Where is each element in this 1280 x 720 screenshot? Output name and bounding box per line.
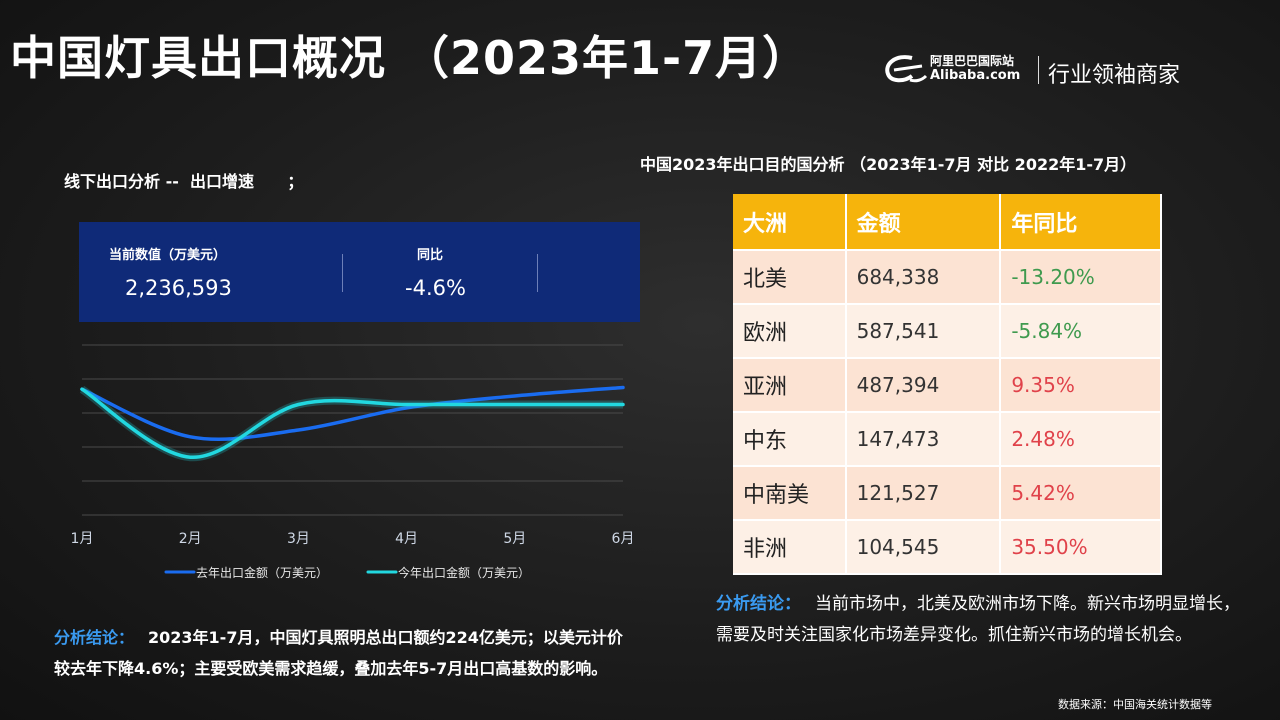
table-cell-yoy: -13.20%	[1000, 250, 1162, 305]
table-cell-amount: 121,527	[845, 466, 1002, 521]
logo-slogan: 行业领袖商家	[1048, 63, 1181, 88]
table-cell-yoy: -5.84%	[1000, 304, 1162, 359]
table-cell-amount: 684,338	[845, 250, 1002, 305]
right-conclusion-label: 分析结论：	[716, 594, 801, 614]
x-tick-label: 5月	[503, 531, 526, 547]
line-chart: 1月 2月 3月 4月 5月 6月 去年出口金额（万美元） 今年出口金额（万美元）	[71, 344, 635, 580]
right-conclusion: 分析结论： 当前市场中，北美及欧洲市场下降。新兴市场明显增长，需要及时关注国家化市…	[716, 589, 1246, 651]
table-cell-region: 欧洲	[733, 304, 847, 359]
x-tick-label: 6月	[612, 531, 635, 547]
table-header-row: 大洲 金额 年同比	[733, 194, 1162, 251]
data-source: 数据来源：中国海关统计数据等	[1058, 698, 1212, 711]
table-header-yoy: 年同比	[1000, 194, 1162, 251]
chart-legend: 去年出口金额（万美元） 今年出口金额（万美元）	[164, 565, 530, 580]
logo-cn: 阿里巴巴国际站	[930, 54, 1015, 68]
table-row: 欧洲 587,541 -5.84%	[733, 304, 1162, 359]
table-row: 中南美 121,527 5.42%	[733, 466, 1162, 521]
table-cell-region: 亚洲	[733, 358, 847, 413]
x-tick-label: 2月	[179, 531, 202, 547]
x-tick-label: 3月	[287, 531, 310, 547]
table-row: 亚洲 487,394 9.35%	[733, 358, 1162, 413]
legend-label: 今年出口金额（万美元）	[398, 565, 530, 580]
kpi-yoy-value: -4.6%	[405, 276, 466, 300]
table-cell-amount: 147,473	[845, 412, 1002, 467]
right-conclusion-text: 当前市场中，北美及欧洲市场下降。新兴市场明显增长，需要及时关注国家化市场差异变化…	[716, 594, 1240, 645]
table-cell-yoy: 35.50%	[1000, 520, 1162, 575]
kpi-yoy-label: 同比	[417, 248, 444, 263]
x-tick-label: 1月	[71, 531, 94, 547]
left-subtitle: 线下出口分析 -- 出口增速 ；	[64, 172, 304, 191]
chart-grid	[82, 344, 623, 516]
series-line-2	[80, 387, 625, 459]
table-header-region: 大洲	[733, 194, 847, 251]
table-cell-region: 北美	[733, 250, 847, 305]
table-cell-amount: 104,545	[845, 520, 1002, 575]
table-cell-amount: 487,394	[845, 358, 1002, 413]
kpi-box: 当前数值（万美元） 2,236,593 同比 -4.6%	[79, 222, 640, 322]
left-conclusion-label: 分析结论：	[54, 628, 135, 647]
table-row: 非洲 104,545 35.50%	[733, 520, 1162, 575]
alibaba-logo: 阿里巴巴国际站 Alibaba.com 行业领袖商家	[882, 50, 1202, 90]
left-conclusion-text: 2023年1-7月，中国灯具照明总出口额约224亿美元；以美元计价较去年下降4.…	[54, 628, 623, 678]
table-cell-yoy: 5.42%	[1000, 466, 1162, 521]
logo-divider	[1038, 56, 1039, 84]
kpi-divider	[537, 254, 538, 292]
left-conclusion: 分析结论： 2023年1-7月，中国灯具照明总出口额约224亿美元；以美元计价较去…	[54, 622, 634, 684]
x-axis-ticks: 1月 2月 3月 4月 5月 6月	[71, 531, 635, 547]
table-cell-region: 中南美	[733, 466, 847, 521]
kpi-current-value: 2,236,593	[125, 276, 232, 300]
table-header-amount: 金额	[845, 194, 1002, 251]
page-title: 中国灯具出口概况 （2023年1-7月）	[10, 31, 810, 85]
legend-label: 去年出口金额（万美元）	[196, 565, 328, 580]
table-cell-amount: 587,541	[845, 304, 1002, 359]
table-row: 北美 684,338 -13.20%	[733, 250, 1162, 305]
series-line-1	[80, 385, 625, 442]
region-table: 大洲 金额 年同比 北美 684,338 -13.20% 欧洲 587,541 …	[733, 194, 1162, 575]
table-cell-region: 非洲	[733, 520, 847, 575]
right-subtitle: 中国2023年出口目的国分析 （2023年1-7月 对比 2022年1-7月）	[640, 155, 1137, 174]
table-row: 中东 147,473 2.48%	[733, 412, 1162, 467]
logo-en: Alibaba.com	[930, 68, 1021, 83]
x-tick-label: 4月	[395, 531, 418, 547]
table-cell-yoy: 9.35%	[1000, 358, 1162, 413]
table-cell-yoy: 2.48%	[1000, 412, 1162, 467]
table-cell-region: 中东	[733, 412, 847, 467]
kpi-divider	[342, 254, 343, 292]
chart-series	[79, 385, 625, 462]
alibaba-logo-icon	[885, 55, 928, 83]
kpi-current-label: 当前数值（万美元）	[109, 248, 227, 263]
